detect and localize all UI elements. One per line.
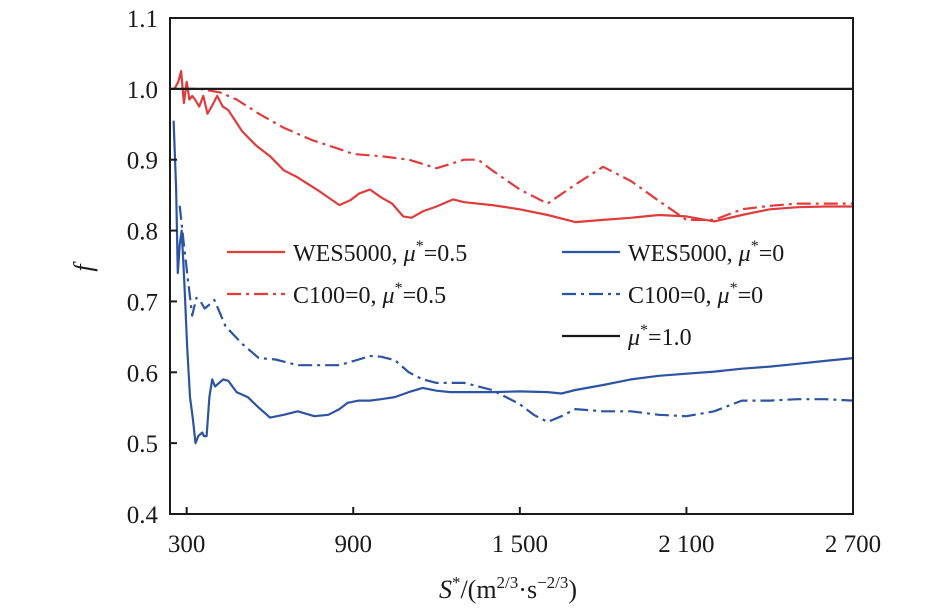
x-tick-label: 300	[168, 531, 206, 558]
y-tick-label: 0.8	[127, 219, 158, 246]
y-tick-label: 1.1	[127, 6, 158, 33]
y-axis-label: f	[69, 261, 98, 272]
x-tick-label: 2 100	[658, 531, 714, 558]
legend-label-5: μ*=1.0	[627, 322, 692, 351]
y-tick-label: 0.9	[127, 148, 158, 175]
x-label-star: *	[452, 573, 461, 592]
y-tick-label: 1.0	[127, 77, 158, 104]
series-line-3	[181, 87, 853, 221]
x-label-close: )	[568, 575, 577, 604]
legend: WES5000, μ*=0.5 WES5000, μ*=0 C100=0, μ*=0…	[227, 238, 784, 351]
series-line-4	[178, 205, 854, 423]
ticks-layer: 0.4 0.5 0.6 0.7 0.8 0.9 1.0 1.1 300 900 1 500 2 100…	[127, 6, 881, 558]
legend-label-4: C100=0, μ*=0	[628, 280, 763, 309]
y-tick-label: 0.7	[127, 289, 158, 316]
x-label-unit-open: /(m	[460, 575, 496, 604]
series-line-2	[172, 120, 854, 445]
y-tick-label: 0.6	[127, 360, 158, 387]
x-tick-label: 900	[334, 531, 372, 558]
y-tick-label: 0.5	[127, 431, 158, 458]
x-label-var: S	[439, 575, 452, 604]
y-tick-label: 0.4	[127, 502, 159, 529]
series-line-1	[173, 69, 853, 224]
x-label-exp1: 2/3	[497, 573, 519, 592]
x-tick-label: 1 500	[492, 531, 548, 558]
x-tick-label: 2 700	[825, 531, 881, 558]
x-label-unit-mid: ·s	[518, 575, 537, 604]
x-axis-label: S*/(m2/3·s−2/3)	[439, 573, 577, 604]
series-layer	[170, 69, 854, 445]
legend-label-2: WES5000, μ*=0	[628, 238, 784, 267]
x-label-exp2: −2/3	[537, 573, 568, 592]
legend-label-3: C100=0, μ*=0.5	[293, 280, 446, 309]
legend-label-1: WES5000, μ*=0.5	[293, 238, 467, 267]
plot-frame	[169, 17, 854, 515]
